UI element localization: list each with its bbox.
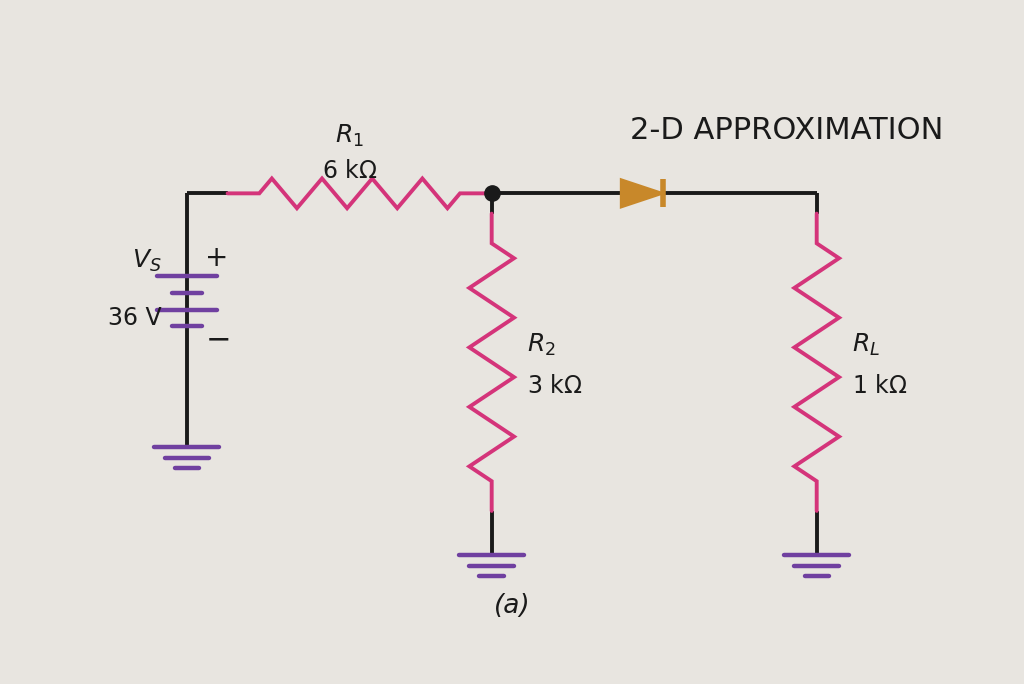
Text: $R_2$: $R_2$ <box>527 332 556 358</box>
Text: $R_L$: $R_L$ <box>852 332 881 358</box>
Text: 36 V: 36 V <box>108 306 162 330</box>
Text: 6 k$\Omega$: 6 k$\Omega$ <box>322 159 377 183</box>
Text: 2-D APPROXIMATION: 2-D APPROXIMATION <box>630 116 943 145</box>
Text: (a): (a) <box>494 592 530 618</box>
Text: $R_1$: $R_1$ <box>335 123 364 149</box>
Text: 3 k$\Omega$: 3 k$\Omega$ <box>527 374 583 398</box>
Polygon shape <box>621 179 664 207</box>
Text: +: + <box>205 244 228 272</box>
Text: $V_S$: $V_S$ <box>132 248 162 274</box>
Text: 1 k$\Omega$: 1 k$\Omega$ <box>852 374 907 398</box>
Text: −: − <box>205 326 230 354</box>
